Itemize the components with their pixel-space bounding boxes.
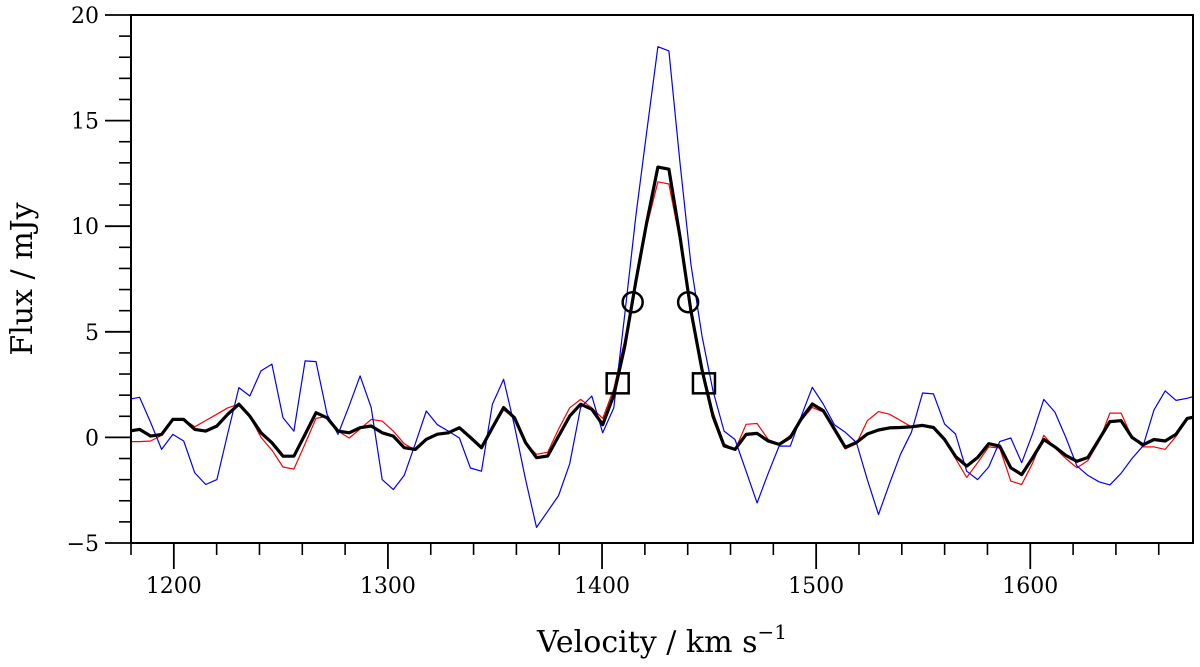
square-marker (691, 372, 717, 395)
x-axis-label: Velocity / km s−1 (536, 620, 787, 660)
y-tick-label: 10 (71, 215, 99, 240)
series-line-blue (131, 46, 1193, 528)
square-marker (605, 372, 630, 395)
x-tick-label: 1400 (574, 574, 630, 599)
x-tick-label: 1600 (1002, 574, 1058, 599)
y-tick-label: 5 (85, 321, 99, 346)
y-tick-label: 0 (85, 426, 99, 451)
x-axis-label-text: Velocity / km s (536, 625, 757, 660)
circle-marker (621, 290, 644, 314)
plot-frame (130, 14, 1194, 544)
x-tick-label: 1500 (788, 574, 844, 599)
tick-layer: 1200 1300 1400 1500 1600 −5 0 5 10 15 20 (67, 4, 1160, 599)
series-line-black (131, 165, 1193, 477)
y-tick-label: 15 (71, 110, 99, 135)
y-tick-label: −5 (67, 532, 99, 557)
y-axis-label: Flux / mJy (5, 202, 40, 355)
x-axis-label-superscript: −1 (757, 620, 786, 644)
circle-marker (676, 290, 700, 314)
x-tick-label: 1300 (360, 574, 416, 599)
y-tick-label: 20 (71, 4, 99, 29)
x-tick-label: 1200 (146, 574, 202, 599)
series-line-red (131, 181, 1193, 486)
series-layer (131, 46, 1193, 528)
marker-layer (605, 290, 717, 395)
